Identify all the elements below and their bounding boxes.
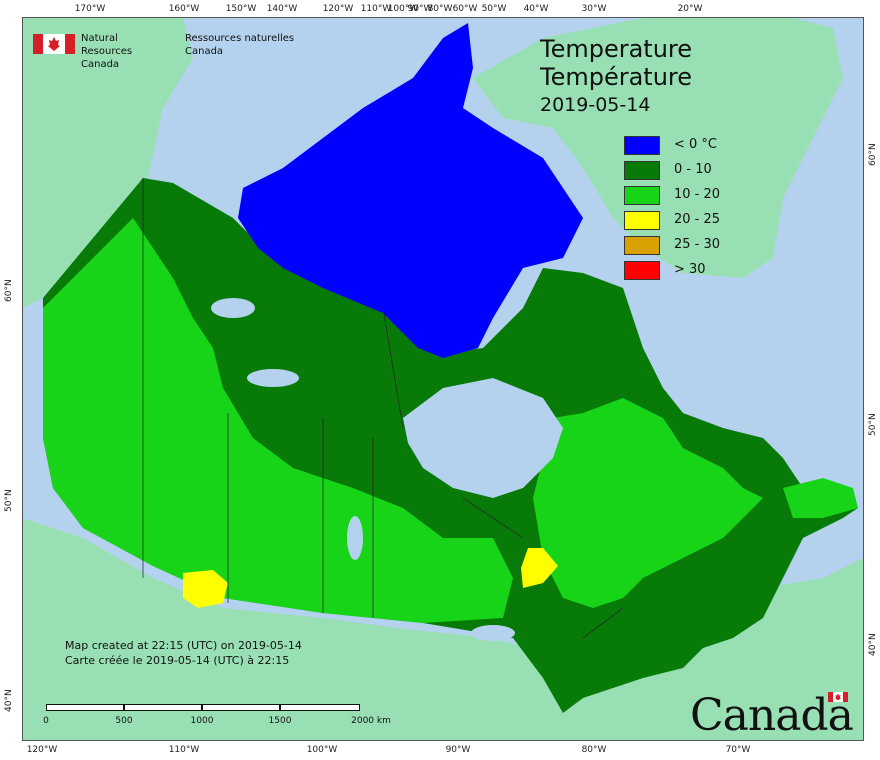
scale-segment-1: [46, 704, 124, 711]
lake-winnipeg: [347, 516, 363, 560]
tick-bottom-90w: 90°W: [445, 745, 471, 755]
temperature-map: [22, 17, 864, 741]
usa-land: [23, 518, 863, 740]
legend-swatch: [624, 211, 660, 230]
tick-top-20w: 20°W: [677, 4, 703, 14]
legend-swatch: [624, 161, 660, 180]
tick-top-100w: 100°W: [387, 4, 419, 14]
canada-wordmark-text: Canada: [690, 690, 854, 741]
scale-label-1000: 1000: [190, 716, 214, 726]
tick-bottom-80w: 80°W: [581, 745, 607, 755]
region-10-20-west: [43, 218, 513, 623]
creation-note: Map created at 22:15 (UTC) on 2019-05-14…: [65, 638, 302, 668]
tick-bottom-100w: 100°W: [306, 745, 338, 755]
lake-great-slave: [247, 369, 299, 387]
tick-left-40n: 40°N: [4, 689, 14, 712]
tick-right-50n: 50°N: [868, 413, 878, 436]
tick-top-110w: 110°W: [360, 4, 392, 14]
tick-top-30w: 30°W: [581, 4, 607, 14]
tick-bottom-110w: 110°W: [168, 745, 200, 755]
tick-bottom-120w: 120°W: [26, 745, 58, 755]
scale-label-2000: 2000 km: [351, 716, 391, 726]
tick-right-60n: 60°N: [868, 143, 878, 166]
legend-swatch: [624, 136, 660, 155]
org-name-en: Natural Resources Canada: [81, 32, 161, 71]
tick-top-80w: 80°W: [427, 4, 453, 14]
lake-great-bear: [211, 298, 255, 318]
scale-segment-4: [280, 704, 360, 711]
region-20-25-alberta: [183, 570, 228, 608]
org-name-fr-line1: Ressources naturelles: [185, 33, 295, 44]
legend-label: < 0 °C: [674, 137, 718, 152]
region-10-20-east: [533, 398, 763, 608]
scale-label-500: 500: [115, 716, 133, 726]
tick-top-120w: 120°W: [322, 4, 354, 14]
legend-swatch: [624, 261, 660, 280]
province-boundaries: [142, 178, 624, 639]
canada-flag-icon: [33, 34, 75, 54]
org-name-fr-line2: Canada: [185, 46, 224, 57]
legend-swatch: [624, 236, 660, 255]
org-name-fr: Ressources naturelles Canada: [185, 32, 305, 58]
scale-label-1500: 1500: [268, 716, 292, 726]
title-en: Temperature: [540, 35, 693, 63]
tick-top-160w: 160°W: [168, 4, 200, 14]
lake-superior: [471, 625, 515, 641]
canada-wordmark: Canada: [690, 690, 854, 741]
tick-right-40n: 40°N: [868, 633, 878, 656]
creation-note-fr: Carte créée le 2019-05-14 (UTC) à 22:15: [65, 654, 290, 667]
map-title: Temperature Température 2019-05-14: [540, 35, 692, 117]
tick-left-50n: 50°N: [4, 489, 14, 512]
scale-segment-2: [124, 704, 202, 711]
legend-label: 25 - 30: [674, 237, 721, 252]
legend-label: 0 - 10: [674, 162, 712, 177]
tick-top-60w: 60°W: [452, 4, 478, 14]
legend-label: 20 - 25: [674, 212, 721, 227]
tick-bottom-70w: 70°W: [725, 745, 751, 755]
scale-label-0: 0: [43, 716, 49, 726]
legend-label: > 30: [674, 262, 706, 277]
org-name-en-line1: Natural Resources: [81, 33, 133, 57]
tick-top-50w: 50°W: [481, 4, 507, 14]
scale-segment-3: [202, 704, 280, 711]
tick-top-90w: 90°W: [407, 4, 433, 14]
tick-top-140w: 140°W: [266, 4, 298, 14]
region-10-20-maritimes: [783, 478, 858, 518]
legend-swatch: [624, 186, 660, 205]
map-canvas: [23, 18, 863, 740]
tick-top-40w: 40°W: [523, 4, 549, 14]
region-20-25-ontario: [521, 548, 558, 588]
tick-top-170w: 170°W: [74, 4, 106, 14]
scale-bar: 0 500 1000 1500 2000 km: [43, 704, 391, 726]
tick-top-150w: 150°W: [225, 4, 257, 14]
title-date: 2019-05-14: [540, 94, 651, 116]
title-fr: Température: [540, 63, 693, 91]
tick-left-60n: 60°N: [4, 279, 14, 302]
org-name-en-line2: Canada: [81, 59, 120, 70]
wordmark-flag-icon: [828, 692, 848, 702]
creation-note-en: Map created at 22:15 (UTC) on 2019-05-14: [65, 639, 302, 652]
legend-label: 10 - 20: [674, 187, 721, 202]
alaska-land: [23, 18, 193, 308]
region-below-0: [238, 23, 583, 358]
hudson-bay: [403, 378, 563, 498]
